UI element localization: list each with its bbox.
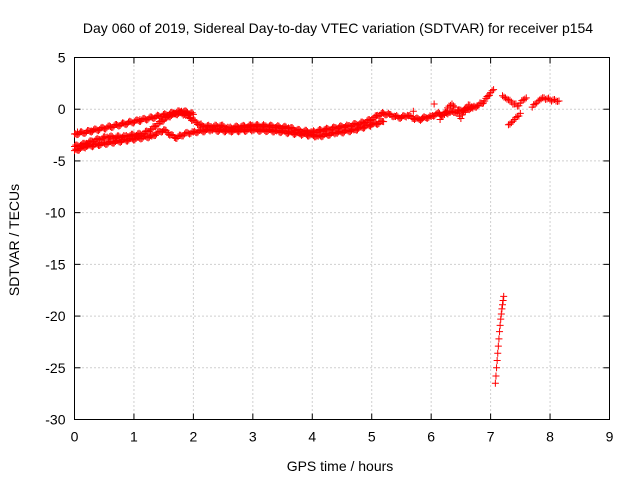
data-point [506, 120, 514, 128]
data-point [498, 305, 506, 313]
data-point [551, 96, 559, 104]
data-point [516, 109, 524, 117]
grid-lines [74, 57, 610, 420]
data-point [492, 372, 500, 380]
data-point [457, 115, 465, 123]
data-points [71, 86, 563, 387]
data-point [438, 112, 446, 120]
x-tick-label: 3 [249, 429, 257, 445]
data-point [460, 108, 468, 116]
data-point [493, 364, 501, 372]
data-point [436, 116, 444, 124]
axis-ticks [74, 57, 610, 420]
x-tick-label: 8 [546, 429, 554, 445]
data-point [380, 118, 388, 126]
data-point [542, 95, 550, 103]
y-tick-label: 0 [58, 101, 66, 117]
data-point [503, 95, 511, 103]
data-point [521, 95, 529, 103]
data-point [496, 328, 504, 336]
data-point [513, 112, 521, 120]
y-axis-label: SDTVAR / TECUs [6, 184, 22, 296]
data-point [499, 297, 507, 305]
data-point [188, 109, 196, 117]
data-point [73, 128, 81, 136]
x-axis-label: GPS time / hours [287, 458, 394, 474]
data-point [555, 97, 563, 105]
data-point [430, 100, 438, 108]
data-point [530, 101, 538, 109]
x-tick-label: 9 [606, 429, 614, 445]
data-point [499, 301, 506, 309]
data-point [418, 115, 426, 123]
data-point [518, 97, 526, 105]
data-point [461, 107, 469, 115]
data-point [491, 379, 499, 387]
tick-labels: 0 1 2 3 4 5 6 7 8 9 5 0 -5 -10 -15 -20 -25 -30 [45, 50, 613, 445]
data-point [493, 357, 501, 365]
y-tick-label: -5 [53, 153, 66, 169]
data-point [509, 117, 517, 125]
x-tick-label: 1 [130, 429, 138, 445]
data-point [439, 111, 447, 119]
data-point [469, 104, 477, 112]
data-point [409, 107, 417, 115]
data-point [522, 94, 530, 102]
data-point [512, 113, 520, 121]
data-point [494, 349, 502, 357]
data-point [442, 107, 450, 115]
data-point [500, 292, 508, 300]
data-point [543, 95, 551, 103]
data-point [488, 87, 496, 95]
data-point [545, 94, 553, 102]
data-point [189, 110, 197, 118]
data-point [507, 119, 515, 127]
data-point [136, 116, 144, 124]
x-tick-label: 0 [71, 429, 79, 445]
data-point [451, 103, 459, 111]
data-point [191, 117, 199, 125]
x-tick-label: 6 [427, 429, 435, 445]
y-tick-label: -15 [45, 256, 65, 272]
data-point [495, 335, 503, 343]
y-tick-label: 5 [58, 50, 66, 66]
data-point [506, 96, 514, 104]
data-point [446, 101, 454, 109]
data-point [537, 95, 545, 103]
data-point [497, 310, 505, 318]
y-tick-label: -30 [45, 412, 65, 428]
data-point [531, 100, 539, 108]
data-point [449, 102, 457, 110]
data-point [497, 315, 505, 323]
data-point [496, 321, 504, 329]
y-tick-label: -25 [45, 360, 65, 376]
data-point [87, 127, 95, 135]
chart-title: Day 060 of 2019, Sidereal Day-to-day VTE… [83, 20, 593, 36]
x-tick-label: 4 [308, 429, 316, 445]
data-point [490, 86, 498, 94]
x-tick-label: 7 [487, 429, 495, 445]
data-point [494, 342, 502, 350]
y-tick-label: -20 [45, 308, 65, 324]
y-tick-label: -10 [45, 205, 65, 221]
x-tick-label: 2 [189, 429, 197, 445]
data-point [441, 110, 449, 118]
x-tick-label: 5 [368, 429, 376, 445]
plot-frame [74, 57, 610, 420]
